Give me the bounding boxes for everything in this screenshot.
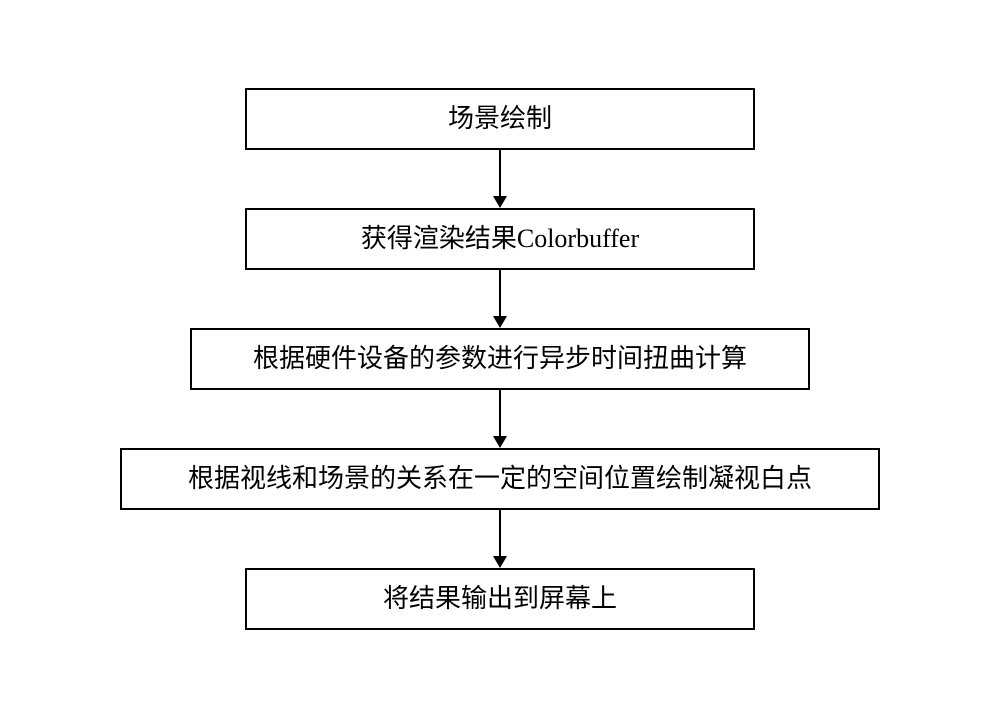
flow-arrow [493, 390, 507, 448]
arrow-head-icon [493, 556, 507, 568]
flow-node: 获得渲染结果Colorbuffer [245, 208, 755, 270]
flow-node-label: 获得渲染结果Colorbuffer [361, 223, 639, 254]
flowchart-container: 场景绘制 获得渲染结果Colorbuffer 根据硬件设备的参数进行异步时间扭曲… [120, 88, 880, 630]
flow-node: 将结果输出到屏幕上 [245, 568, 755, 630]
arrow-line [499, 390, 501, 436]
flow-node: 场景绘制 [245, 88, 755, 150]
flow-node: 根据视线和场景的关系在一定的空间位置绘制凝视白点 [120, 448, 880, 510]
flow-node-label: 根据视线和场景的关系在一定的空间位置绘制凝视白点 [188, 463, 812, 494]
flow-arrow [493, 150, 507, 208]
flow-node-label: 根据硬件设备的参数进行异步时间扭曲计算 [253, 343, 747, 374]
flow-node-label: 场景绘制 [448, 103, 552, 134]
flow-arrow [493, 270, 507, 328]
arrow-line [499, 510, 501, 556]
arrow-line [499, 270, 501, 316]
arrow-head-icon [493, 196, 507, 208]
arrow-line [499, 150, 501, 196]
arrow-head-icon [493, 436, 507, 448]
flow-arrow [493, 510, 507, 568]
arrow-head-icon [493, 316, 507, 328]
flow-node-label: 将结果输出到屏幕上 [383, 583, 617, 614]
flow-node: 根据硬件设备的参数进行异步时间扭曲计算 [190, 328, 810, 390]
